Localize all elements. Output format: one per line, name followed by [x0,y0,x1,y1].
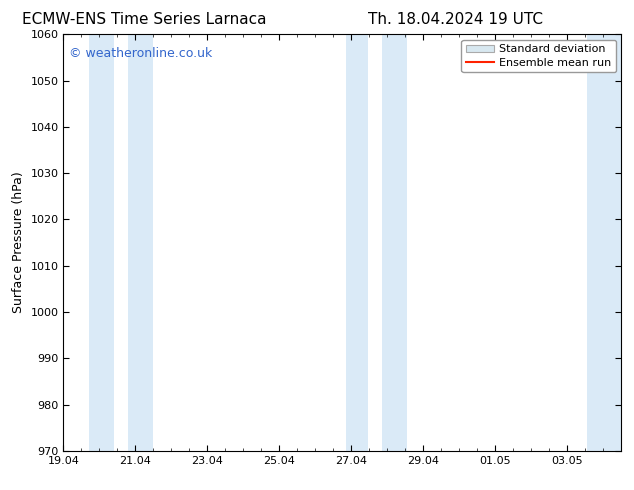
Text: Th. 18.04.2024 19 UTC: Th. 18.04.2024 19 UTC [368,12,543,27]
Bar [128,34,153,451]
Y-axis label: Surface Pressure (hPa): Surface Pressure (hPa) [12,172,25,314]
Bar [587,34,621,451]
Legend: Standard deviation, Ensemble mean run: Standard deviation, Ensemble mean run [462,40,616,72]
Bar [382,34,407,451]
Bar [346,34,368,451]
Bar [89,34,113,451]
Text: ECMW-ENS Time Series Larnaca: ECMW-ENS Time Series Larnaca [22,12,266,27]
Text: © weatheronline.co.uk: © weatheronline.co.uk [69,47,212,60]
